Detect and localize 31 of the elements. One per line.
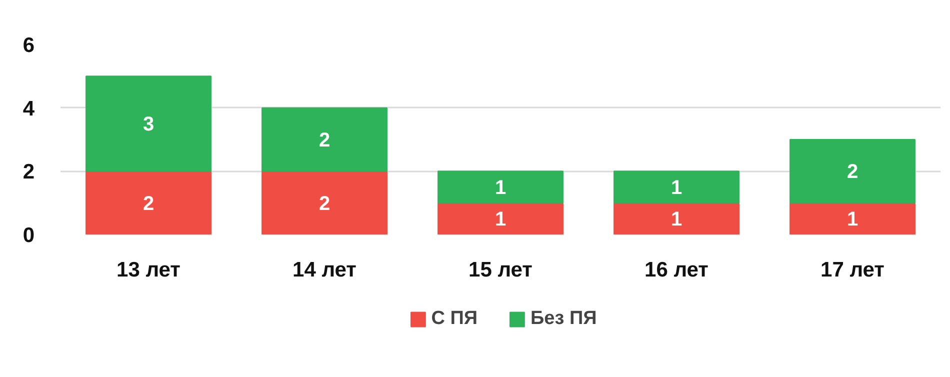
y-tick-label: 0 [22, 224, 35, 247]
data-label: 1 [494, 208, 506, 231]
bar [262, 170, 388, 234]
data-label: 1 [494, 177, 506, 199]
legend-label: С ПЯ [431, 308, 478, 330]
x-tick-label: 14 лет [292, 258, 356, 282]
data-label: 1 [670, 208, 682, 231]
bar [614, 170, 740, 204]
y-tick-label: 6 [22, 34, 35, 57]
data-label: 1 [670, 177, 682, 199]
data-label: 2 [142, 192, 154, 215]
bar [86, 76, 212, 172]
bar [790, 202, 916, 234]
x-tick-label: 16 лет [644, 258, 708, 282]
bar [438, 170, 564, 204]
bar [86, 170, 212, 234]
x-tick-label: 15 лет [468, 258, 532, 282]
y-tick-label: 2 [22, 160, 35, 184]
x-tick-label: 17 лет [820, 258, 884, 282]
y-tick-label: 4 [22, 97, 35, 120]
data-label: 2 [318, 192, 330, 215]
x-tick-label: 13 лет [116, 258, 180, 282]
bar [614, 202, 740, 234]
data-label: 2 [846, 161, 858, 184]
bar [438, 202, 564, 234]
bar [790, 139, 916, 204]
data-label: 2 [318, 130, 330, 152]
data-label: 3 [142, 114, 154, 136]
legend-label: Без ПЯ [530, 308, 597, 330]
data-label: 1 [846, 208, 858, 231]
bar [262, 107, 388, 172]
